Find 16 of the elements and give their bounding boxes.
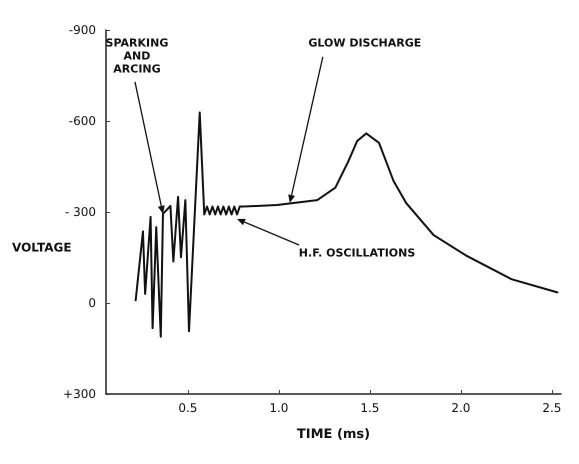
y-tick-label: -900 (68, 23, 96, 37)
y-axis-title: VOLTAGE (12, 240, 72, 254)
line-series (134, 112, 558, 338)
annotation: GLOW DISCHARGE (308, 36, 422, 50)
x-tick-label: 2.0 (451, 401, 470, 415)
y-tick-label: -600 (68, 114, 96, 128)
x-tick-label: 1.5 (360, 401, 380, 415)
annotation: H.F. OSCILLATIONS (298, 246, 416, 260)
y-tick-label: 0 (88, 296, 96, 310)
x-tick-label: 2.5 (542, 401, 562, 415)
y-tick-label: +300 (63, 387, 96, 401)
x-axis-title: TIME (ms) (296, 427, 370, 442)
y-tick-label: - 300 (64, 205, 96, 219)
annotation: SPARKING AND ARCING (106, 36, 168, 76)
x-tick-label: 1.0 (269, 401, 288, 415)
x-tick-label: 0.5 (178, 401, 198, 415)
